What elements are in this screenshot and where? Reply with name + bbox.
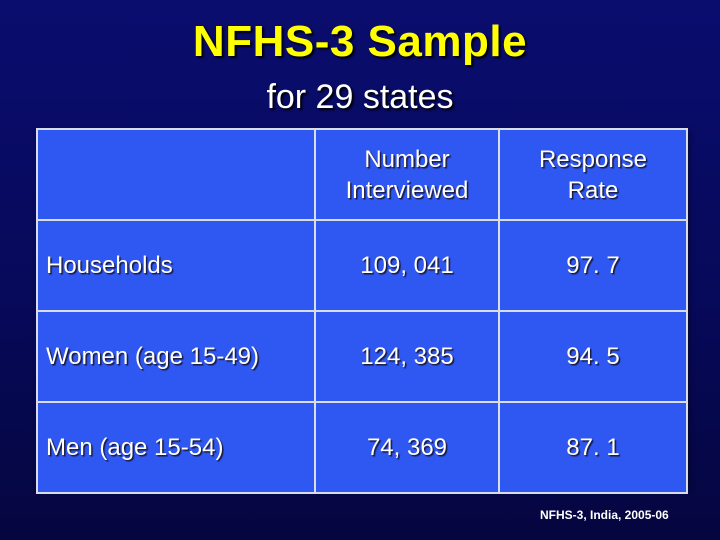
source-note: NFHS-3, India, 2005-06	[540, 508, 669, 522]
row-label-women: Women (age 15-49)	[36, 310, 316, 403]
header-number-interviewed: Number Interviewed	[314, 128, 500, 221]
cell-rate-men: 87. 1	[498, 401, 688, 494]
row-label-households: Households	[36, 219, 316, 312]
row-label-men: Men (age 15-54)	[36, 401, 316, 494]
table-header-row: Number Interviewed Response Rate	[36, 128, 688, 221]
sample-table-container: Number Interviewed Response Rate Househo…	[36, 128, 688, 494]
slide-subtitle: for 29 states	[266, 78, 454, 116]
cell-number-men: 74, 369	[314, 401, 500, 494]
cell-rate-households: 97. 7	[498, 219, 688, 312]
header-rate-line2: Rate	[567, 176, 619, 204]
sample-table: Number Interviewed Response Rate Househo…	[36, 128, 688, 494]
cell-rate-women: 94. 5	[498, 310, 688, 403]
header-number-line2: Interviewed	[345, 176, 469, 204]
table-row: Men (age 15-54) 74, 369 87. 1	[36, 401, 688, 494]
table-row: Households 109, 041 97. 7	[36, 219, 688, 312]
cell-number-households: 109, 041	[314, 219, 500, 312]
header-response-rate: Response Rate	[498, 128, 688, 221]
slide-title: NFHS-3 Sample	[192, 17, 528, 66]
header-number-line1: Number	[364, 145, 450, 173]
header-rate-line1: Response	[538, 145, 648, 173]
table-row: Women (age 15-49) 124, 385 94. 5	[36, 310, 688, 403]
cell-number-women: 124, 385	[314, 310, 500, 403]
header-corner-cell	[36, 128, 316, 221]
